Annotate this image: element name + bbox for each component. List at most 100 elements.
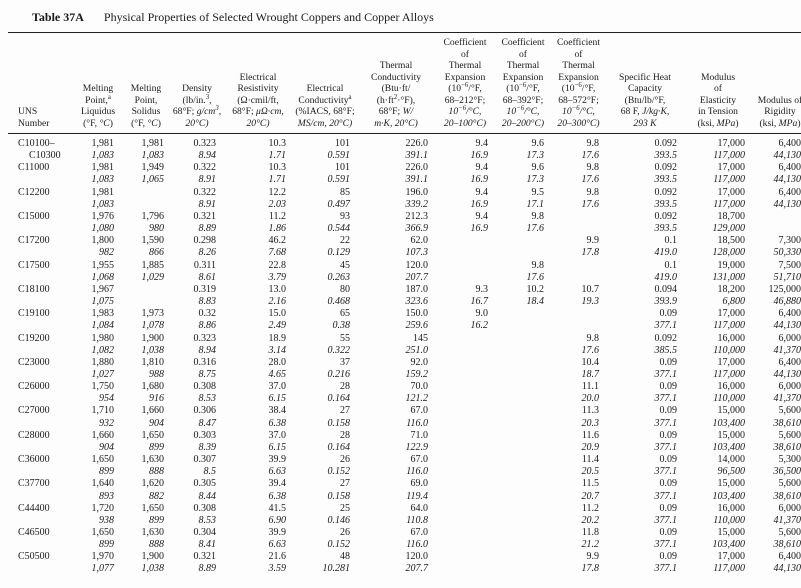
cell-electrical-conductivity: 10.281: [322, 563, 351, 575]
cell-cte-20-200: 17.1: [526, 198, 545, 210]
cell-density: 0.322: [193, 162, 217, 174]
cell-uns: [8, 418, 75, 430]
cell-uns: [8, 345, 75, 357]
cell-melting-point-solidus: 888: [149, 539, 164, 551]
cell-electrical-conductivity: 0.158: [327, 490, 351, 502]
table-row-C36000-metric: 899 888 8.5 6.63 0.152 116.0 20.5 377.1 96,500 36…: [8, 466, 801, 478]
cell-cte-20-300: 20.7: [581, 490, 600, 502]
cell-cte-20-200: [495, 247, 551, 259]
cell-density: 0.304: [193, 527, 217, 538]
cell-uns: C50500: [18, 551, 50, 563]
cell-cte-20-200: [495, 478, 551, 490]
cell-cte-20-300: 17.8: [581, 563, 600, 575]
cell-modulus-rigidity: 7,300: [778, 235, 801, 247]
cell-cte-20-200: [495, 357, 551, 369]
cell-melting-point-liquidus: 1,720: [91, 502, 115, 514]
table-row-C50500-metric: 1,077 1,038 8.89 3.59 10.281 207.7 17.8 377.1 11…: [8, 563, 801, 575]
cell-melting-point-liquidus: 1,068: [91, 271, 115, 283]
cell-cte-20-100: [435, 551, 495, 563]
cell-uns: C46500: [18, 527, 50, 538]
table-row-C46500-metric: 899 888 8.41 6.63 0.152 116.0 21.2 377.1 103,400…: [8, 539, 801, 551]
cell-specific-heat-capacity: 385.5: [654, 344, 678, 356]
table-row-C28000-us: C28000 1,660 1,650 0.303 37.0 28 71.0 11.6 0.09 1…: [8, 430, 801, 442]
table-row-C12200-metric: 1,083 8.91 2.03 0.497 339.2 16.9 17.1 17.6 393.5…: [8, 199, 801, 211]
cell-uns: [8, 272, 75, 284]
table-row-C28000-metric: 904 899 8.39 6.15 0.164 122.9 20.9 377.1 103,400…: [8, 442, 801, 454]
cell-electrical-resistivity: 6.38: [268, 490, 287, 502]
cell-melting-point-solidus: [121, 199, 171, 211]
cell-cte-20-100: [435, 430, 495, 442]
cell-modulus-rigidity: 44,130: [773, 174, 801, 186]
cell-electrical-conductivity: 0.38: [332, 320, 351, 332]
cell-modulus-rigidity: 5,600: [778, 478, 801, 490]
table-row-C12200-us: C12200 1,981 0.322 12.2 85 196.0 9.4 9.5 9.8 0.09…: [8, 187, 801, 199]
table-row-C17200-metric: 982 866 8.26 7.68 0.129 107.3 17.8 419.0 128,000…: [8, 247, 801, 259]
cell-cte-20-100: 16.2: [470, 320, 489, 332]
cell-cte-20-300: 11.3: [581, 405, 599, 417]
cell-melting-point-solidus: 1,650: [141, 502, 165, 514]
cell-melting-point-solidus: 988: [149, 368, 164, 380]
cell-specific-heat-capacity: 393.5: [654, 150, 678, 162]
cell-specific-heat-capacity: 0.09: [659, 527, 678, 538]
cell-density: 8.89: [198, 563, 217, 575]
column-header-cte-20-200: Coefficient of Thermal Expansion (10−6/°F, 68…: [495, 32, 551, 134]
table-row-C17200-us: C17200 1,800 1,590 0.298 46.2 22 62.0 9.9 0.1 18,…: [8, 235, 801, 247]
cell-specific-heat-capacity: 393.9: [654, 296, 678, 308]
cell-melting-point-solidus: 888: [149, 466, 164, 478]
cell-electrical-conductivity: 26: [340, 454, 350, 466]
cell-density: 8.26: [198, 247, 217, 259]
cell-specific-heat-capacity: 377.1: [654, 539, 678, 551]
cell-uns: C26000: [18, 381, 50, 393]
cell-cte-20-300: 9.8: [586, 162, 600, 174]
table-row-C50500-us: C50500 1,970 1,900 0.321 21.6 48 120.0 9.9 0.09 1…: [8, 551, 801, 563]
cell-melting-point-liquidus: 954: [99, 393, 114, 405]
cell-cte-20-100: [435, 454, 495, 466]
cell-electrical-conductivity: 85: [340, 186, 350, 198]
cell-modulus-elasticity: 103,400: [712, 417, 746, 429]
cell-electrical-resistivity: 13.0: [268, 283, 287, 295]
cell-density: 0.323: [193, 138, 217, 149]
cell-thermal-conductivity: 121.2: [405, 393, 429, 405]
cell-uns: [8, 199, 75, 211]
cell-uns: C23000: [18, 356, 50, 368]
cell-specific-heat-capacity: 419.0: [654, 271, 678, 283]
cell-cte-20-200: 9.5: [531, 186, 545, 198]
cell-density: 0.319: [193, 283, 217, 295]
cell-melting-point-liquidus: 899: [99, 539, 114, 551]
cell-electrical-resistivity: 39.9: [268, 527, 287, 538]
cell-specific-heat-capacity: 377.1: [654, 466, 678, 478]
cell-density: 0.305: [193, 478, 217, 490]
cell-electrical-conductivity: 65: [340, 308, 350, 320]
cell-cte-20-100: 16.9: [470, 174, 489, 186]
cell-cte-20-200: [495, 235, 551, 247]
cell-thermal-conductivity: 67.0: [410, 454, 429, 466]
cell-cte-20-200: [495, 466, 551, 478]
cell-electrical-resistivity: 1.86: [268, 223, 287, 235]
table-row-C19200-metric: 1,082 1,038 8.94 3.14 0.322 251.0 17.6 385.5 110…: [8, 345, 801, 357]
column-header-thermal-conductivity: Thermal Conductivity (Btu·ft/(h·ft2·°F), 68…: [357, 32, 435, 134]
cell-cte-20-200: [495, 345, 551, 357]
cell-uns: C18100: [18, 283, 50, 295]
cell-electrical-conductivity: 27: [340, 405, 350, 417]
cell-modulus-rigidity: 46,880: [773, 296, 801, 308]
cell-modulus-elasticity: 6,800: [722, 296, 746, 308]
cell-melting-point-solidus: 882: [149, 490, 164, 502]
cell-cte-20-200: [495, 393, 551, 405]
cell-modulus-elasticity: 18,700: [717, 210, 746, 222]
cell-specific-heat-capacity: 0.09: [659, 454, 678, 466]
cell-cte-20-300: [551, 223, 606, 235]
cell-cte-20-200: [495, 308, 551, 320]
cell-melting-point-solidus: 1,650: [141, 429, 165, 441]
cell-cte-20-300: [551, 308, 606, 320]
cell-electrical-conductivity: 22: [340, 235, 350, 247]
cell-cte-20-100: [435, 235, 495, 247]
cell-thermal-conductivity: 196.0: [405, 186, 429, 198]
cell-modulus-rigidity: 125,000: [768, 283, 801, 295]
column-header-specific-heat-capacity: Specific Heat Capacity (Btu/lb/°F, 68 F, J/…: [606, 32, 684, 134]
column-header-modulus-rigidity: Modulus of Rigidity (ksi, MPa): [752, 32, 801, 134]
cell-melting-point-solidus: 916: [149, 393, 164, 405]
cell-melting-point-solidus: 1,885: [141, 259, 165, 271]
cell-uns: C19200: [18, 332, 50, 344]
cell-melting-point-solidus: 1,630: [141, 527, 165, 538]
cell-modulus-elasticity: 117,000: [713, 368, 745, 380]
